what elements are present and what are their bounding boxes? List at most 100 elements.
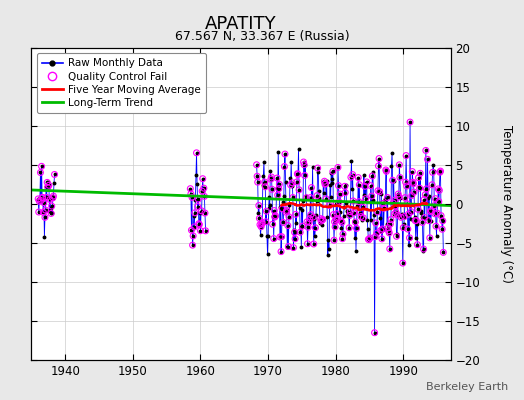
- Point: [39, 209, 48, 216]
- Point: [276, 234, 284, 240]
- Point: [41, 214, 49, 220]
- Point: [367, 193, 376, 199]
- Point: [428, 182, 436, 188]
- Point: [201, 210, 209, 216]
- Point: [334, 164, 342, 171]
- Point: [290, 229, 299, 236]
- Point: [355, 198, 363, 205]
- Point: [46, 196, 54, 203]
- Point: [431, 210, 439, 217]
- Point: [279, 219, 288, 226]
- Point: [396, 174, 404, 181]
- Point: [372, 220, 380, 226]
- Point: [437, 212, 445, 219]
- Point: [429, 169, 437, 176]
- Point: [386, 246, 394, 252]
- Point: [289, 194, 297, 201]
- Point: [436, 168, 445, 174]
- Point: [274, 192, 282, 198]
- Point: [301, 172, 309, 179]
- Point: [412, 217, 420, 224]
- Point: [329, 168, 337, 175]
- Point: [404, 211, 412, 218]
- Point: [397, 214, 405, 220]
- Point: [319, 216, 327, 223]
- Point: [387, 216, 395, 223]
- Point: [288, 180, 297, 186]
- Point: [192, 150, 201, 156]
- Point: [401, 194, 409, 201]
- Point: [402, 183, 411, 189]
- Point: [35, 209, 43, 215]
- Point: [401, 179, 410, 185]
- Point: [406, 119, 414, 125]
- Point: [418, 219, 427, 226]
- Point: [42, 194, 51, 201]
- Point: [267, 174, 276, 180]
- Point: [414, 206, 422, 212]
- Point: [304, 224, 312, 230]
- Point: [296, 229, 304, 236]
- Point: [305, 216, 314, 222]
- Point: [379, 200, 387, 207]
- Point: [282, 209, 290, 216]
- Point: [333, 215, 342, 222]
- Point: [291, 236, 299, 242]
- Point: [198, 188, 206, 194]
- Point: [187, 227, 195, 234]
- Point: [45, 182, 53, 188]
- Point: [361, 183, 369, 190]
- Point: [199, 176, 207, 182]
- Point: [49, 193, 58, 199]
- Point: [374, 188, 382, 194]
- Point: [190, 224, 199, 230]
- Point: [427, 208, 435, 214]
- Point: [302, 194, 311, 201]
- Point: [310, 241, 318, 247]
- Point: [411, 218, 419, 224]
- Point: [362, 196, 370, 202]
- Point: [438, 226, 446, 232]
- Point: [364, 236, 373, 242]
- Point: [391, 197, 399, 203]
- Point: [293, 170, 302, 177]
- Point: [359, 215, 367, 221]
- Text: Berkeley Earth: Berkeley Earth: [426, 382, 508, 392]
- Text: 67.567 N, 33.367 E (Russia): 67.567 N, 33.367 E (Russia): [174, 30, 350, 43]
- Point: [200, 193, 209, 200]
- Legend: Raw Monthly Data, Quality Control Fail, Five Year Moving Average, Long-Term Tren: Raw Monthly Data, Quality Control Fail, …: [37, 53, 206, 113]
- Point: [375, 155, 383, 162]
- Point: [426, 208, 434, 215]
- Point: [395, 162, 403, 168]
- Point: [400, 213, 409, 220]
- Point: [187, 191, 195, 197]
- Point: [303, 219, 311, 225]
- Point: [380, 205, 388, 212]
- Point: [409, 180, 418, 187]
- Point: [434, 186, 442, 192]
- Point: [188, 194, 196, 200]
- Point: [281, 151, 289, 157]
- Point: [273, 175, 281, 181]
- Point: [346, 212, 354, 219]
- Point: [430, 202, 439, 209]
- Point: [295, 187, 303, 193]
- Point: [186, 186, 194, 192]
- Point: [309, 214, 318, 220]
- Point: [402, 152, 410, 159]
- Point: [271, 212, 280, 219]
- Point: [39, 194, 47, 201]
- Point: [419, 246, 428, 252]
- Point: [269, 235, 278, 242]
- Point: [325, 202, 334, 209]
- Point: [382, 168, 390, 174]
- Point: [313, 165, 322, 171]
- Point: [365, 236, 373, 243]
- Point: [334, 182, 343, 189]
- Point: [376, 188, 384, 195]
- Point: [318, 217, 326, 223]
- Point: [409, 179, 417, 186]
- Point: [341, 189, 350, 196]
- Point: [366, 235, 374, 241]
- Point: [337, 219, 346, 226]
